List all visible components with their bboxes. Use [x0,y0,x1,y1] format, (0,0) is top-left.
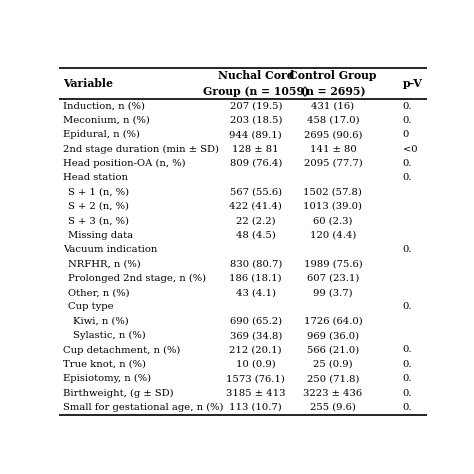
Text: 22 (2.2): 22 (2.2) [236,216,275,225]
Text: Birthweight, (g ± SD): Birthweight, (g ± SD) [63,389,173,398]
Text: 0.: 0. [403,346,412,355]
Text: 458 (17.0): 458 (17.0) [307,116,359,125]
Text: Missing data: Missing data [68,231,133,240]
Text: Sylastic, n (%): Sylastic, n (%) [73,331,146,340]
Text: 3185 ± 413: 3185 ± 413 [226,389,285,398]
Text: 250 (71.8): 250 (71.8) [307,374,359,383]
Text: 0.: 0. [403,116,412,125]
Text: Cup detachment, n (%): Cup detachment, n (%) [63,346,180,355]
Text: 1573 (76.1): 1573 (76.1) [227,374,285,383]
Text: Cup type: Cup type [68,302,114,311]
Text: Kiwi, n (%): Kiwi, n (%) [73,317,129,326]
Text: True knot, n (%): True knot, n (%) [63,360,146,369]
Text: 369 (34.8): 369 (34.8) [229,331,282,340]
Text: 212 (20.1): 212 (20.1) [229,346,282,355]
Text: 203 (18.5): 203 (18.5) [229,116,282,125]
Text: Head position-OA (n, %): Head position-OA (n, %) [63,159,185,168]
Text: 1726 (64.0): 1726 (64.0) [303,317,362,326]
Text: 186 (18.1): 186 (18.1) [229,273,282,283]
Text: 431 (16): 431 (16) [311,101,355,110]
Text: 2nd stage duration (min ± SD): 2nd stage duration (min ± SD) [63,145,219,154]
Text: 10 (0.9): 10 (0.9) [236,360,276,369]
Text: 422 (41.4): 422 (41.4) [229,202,282,211]
Text: S + 3 (n, %): S + 3 (n, %) [68,216,129,225]
Text: 207 (19.5): 207 (19.5) [229,101,282,110]
Text: 113 (10.7): 113 (10.7) [229,403,282,412]
Text: 0.: 0. [403,389,412,398]
Text: 255 (9.6): 255 (9.6) [310,403,356,412]
Text: 141 ± 80: 141 ± 80 [310,145,356,154]
Text: Variable: Variable [63,78,113,89]
Text: 3223 ± 436: 3223 ± 436 [303,389,363,398]
Text: 0.: 0. [403,173,412,182]
Text: Induction, n (%): Induction, n (%) [63,101,145,110]
Text: 0.: 0. [403,101,412,110]
Text: S + 1 (n, %): S + 1 (n, %) [68,188,129,197]
Text: Meconium, n (%): Meconium, n (%) [63,116,150,125]
Text: 120 (4.4): 120 (4.4) [310,231,356,240]
Text: 43 (4.1): 43 (4.1) [236,288,276,297]
Text: p-V: p-V [403,78,423,89]
Text: 60 (2.3): 60 (2.3) [313,216,353,225]
Text: Control Group: Control Group [289,70,377,81]
Text: 1013 (39.0): 1013 (39.0) [303,202,363,211]
Text: NRFHR, n (%): NRFHR, n (%) [68,259,141,268]
Text: 99 (3.7): 99 (3.7) [313,288,353,297]
Text: 0.: 0. [403,360,412,369]
Text: Prolonged 2nd stage, n (%): Prolonged 2nd stage, n (%) [68,273,206,283]
Text: 0.: 0. [403,245,412,254]
Text: S + 2 (n, %): S + 2 (n, %) [68,202,129,211]
Text: Other, n (%): Other, n (%) [68,288,130,297]
Text: 0: 0 [403,130,409,139]
Text: 0.: 0. [403,374,412,383]
Text: 0.: 0. [403,403,412,412]
Text: 2695 (90.6): 2695 (90.6) [304,130,362,139]
Text: 809 (76.4): 809 (76.4) [229,159,282,168]
Text: 48 (4.5): 48 (4.5) [236,231,276,240]
Text: 969 (36.0): 969 (36.0) [307,331,359,340]
Text: 2095 (77.7): 2095 (77.7) [303,159,362,168]
Text: (n = 2695): (n = 2695) [301,86,365,97]
Text: Vacuum indication: Vacuum indication [63,245,157,254]
Text: 566 (21.0): 566 (21.0) [307,346,359,355]
Text: 0.: 0. [403,159,412,168]
Text: 1989 (75.6): 1989 (75.6) [303,259,362,268]
Text: 128 ± 81: 128 ± 81 [232,145,279,154]
Text: Small for gestational age, n (%): Small for gestational age, n (%) [63,403,223,412]
Text: 567 (55.6): 567 (55.6) [230,188,282,197]
Text: 0.: 0. [403,302,412,311]
Text: 25 (0.9): 25 (0.9) [313,360,353,369]
Text: Group (n = 1059): Group (n = 1059) [203,86,309,97]
Text: Episiotomy, n (%): Episiotomy, n (%) [63,374,151,383]
Text: 607 (23.1): 607 (23.1) [307,273,359,283]
Text: Nuchal Cord: Nuchal Cord [218,70,294,81]
Text: 944 (89.1): 944 (89.1) [229,130,282,139]
Text: Head station: Head station [63,173,128,182]
Text: 1502 (57.8): 1502 (57.8) [303,188,362,197]
Text: Epidural, n (%): Epidural, n (%) [63,130,140,139]
Text: <0: <0 [403,145,417,154]
Text: 830 (80.7): 830 (80.7) [229,259,282,268]
Text: 690 (65.2): 690 (65.2) [230,317,282,326]
